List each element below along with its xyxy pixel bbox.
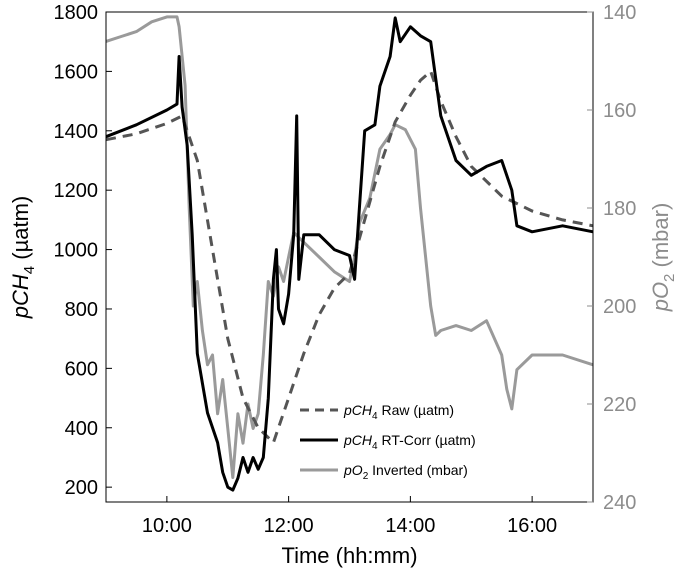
axes-layer: 200 400 600 800 1000 1200 1400 1600 1800 140 160 18… — [54, 2, 637, 537]
y-right-tick-label: 140 — [603, 2, 636, 24]
y-right-axis-title-subscript: 2 — [661, 274, 678, 282]
series-layer — [105, 15, 594, 492]
y-left-axis-title: pCH4 (µatm) — [8, 196, 38, 319]
y-right-axis-title-var: pO — [648, 282, 673, 312]
y-left-tick-label: 1600 — [54, 61, 99, 83]
y-right-axis-title: pO2 (mbar) — [648, 203, 678, 313]
legend: pCH4 Raw (µatm) pCH4 RT-Corr (µatm) pO2 In… — [300, 402, 476, 482]
y-right-axis-title-unit: (mbar) — [648, 203, 673, 274]
y-right-tick-label: 240 — [603, 492, 636, 514]
legend-label: pO2 Inverted (mbar) — [343, 462, 468, 482]
legend-label: pCH4 RT-Corr (µatm) — [343, 432, 476, 452]
y-left-tick-label: 200 — [65, 477, 98, 499]
y-left-axis-title-unit: (µatm) — [8, 196, 33, 266]
y-left-tick-label: 600 — [65, 358, 98, 380]
y-right-tick-label: 220 — [603, 394, 636, 416]
legend-label: pCH4 Raw (µatm) — [343, 402, 454, 422]
x-tick-label: 10:00 — [142, 515, 192, 537]
x-axis-title: Time (hh:mm) — [281, 543, 417, 568]
y-left-tick-label: 1800 — [54, 2, 99, 24]
y-left-tick-label: 1400 — [54, 121, 99, 143]
x-tick-label: 14:00 — [385, 515, 435, 537]
y-right-tick-label: 200 — [603, 296, 636, 318]
x-tick-label: 12:00 — [264, 515, 314, 537]
y-right-tick-label: 180 — [603, 198, 636, 220]
y-left-tick-label: 400 — [65, 418, 98, 440]
y-left-tick-label: 800 — [65, 299, 98, 321]
plot-frame — [105, 11, 594, 503]
x-tick-label: 16:00 — [507, 515, 557, 537]
y-right-tick-label: 160 — [603, 100, 636, 122]
y-left-tick-label: 1000 — [54, 240, 99, 262]
y-left-axis-title-var: pCH — [8, 274, 33, 319]
y-left-tick-label: 1200 — [54, 180, 99, 202]
series-line — [105, 16, 594, 492]
series-line — [105, 69, 594, 445]
y-left-axis-title-subscript: 4 — [21, 266, 38, 274]
